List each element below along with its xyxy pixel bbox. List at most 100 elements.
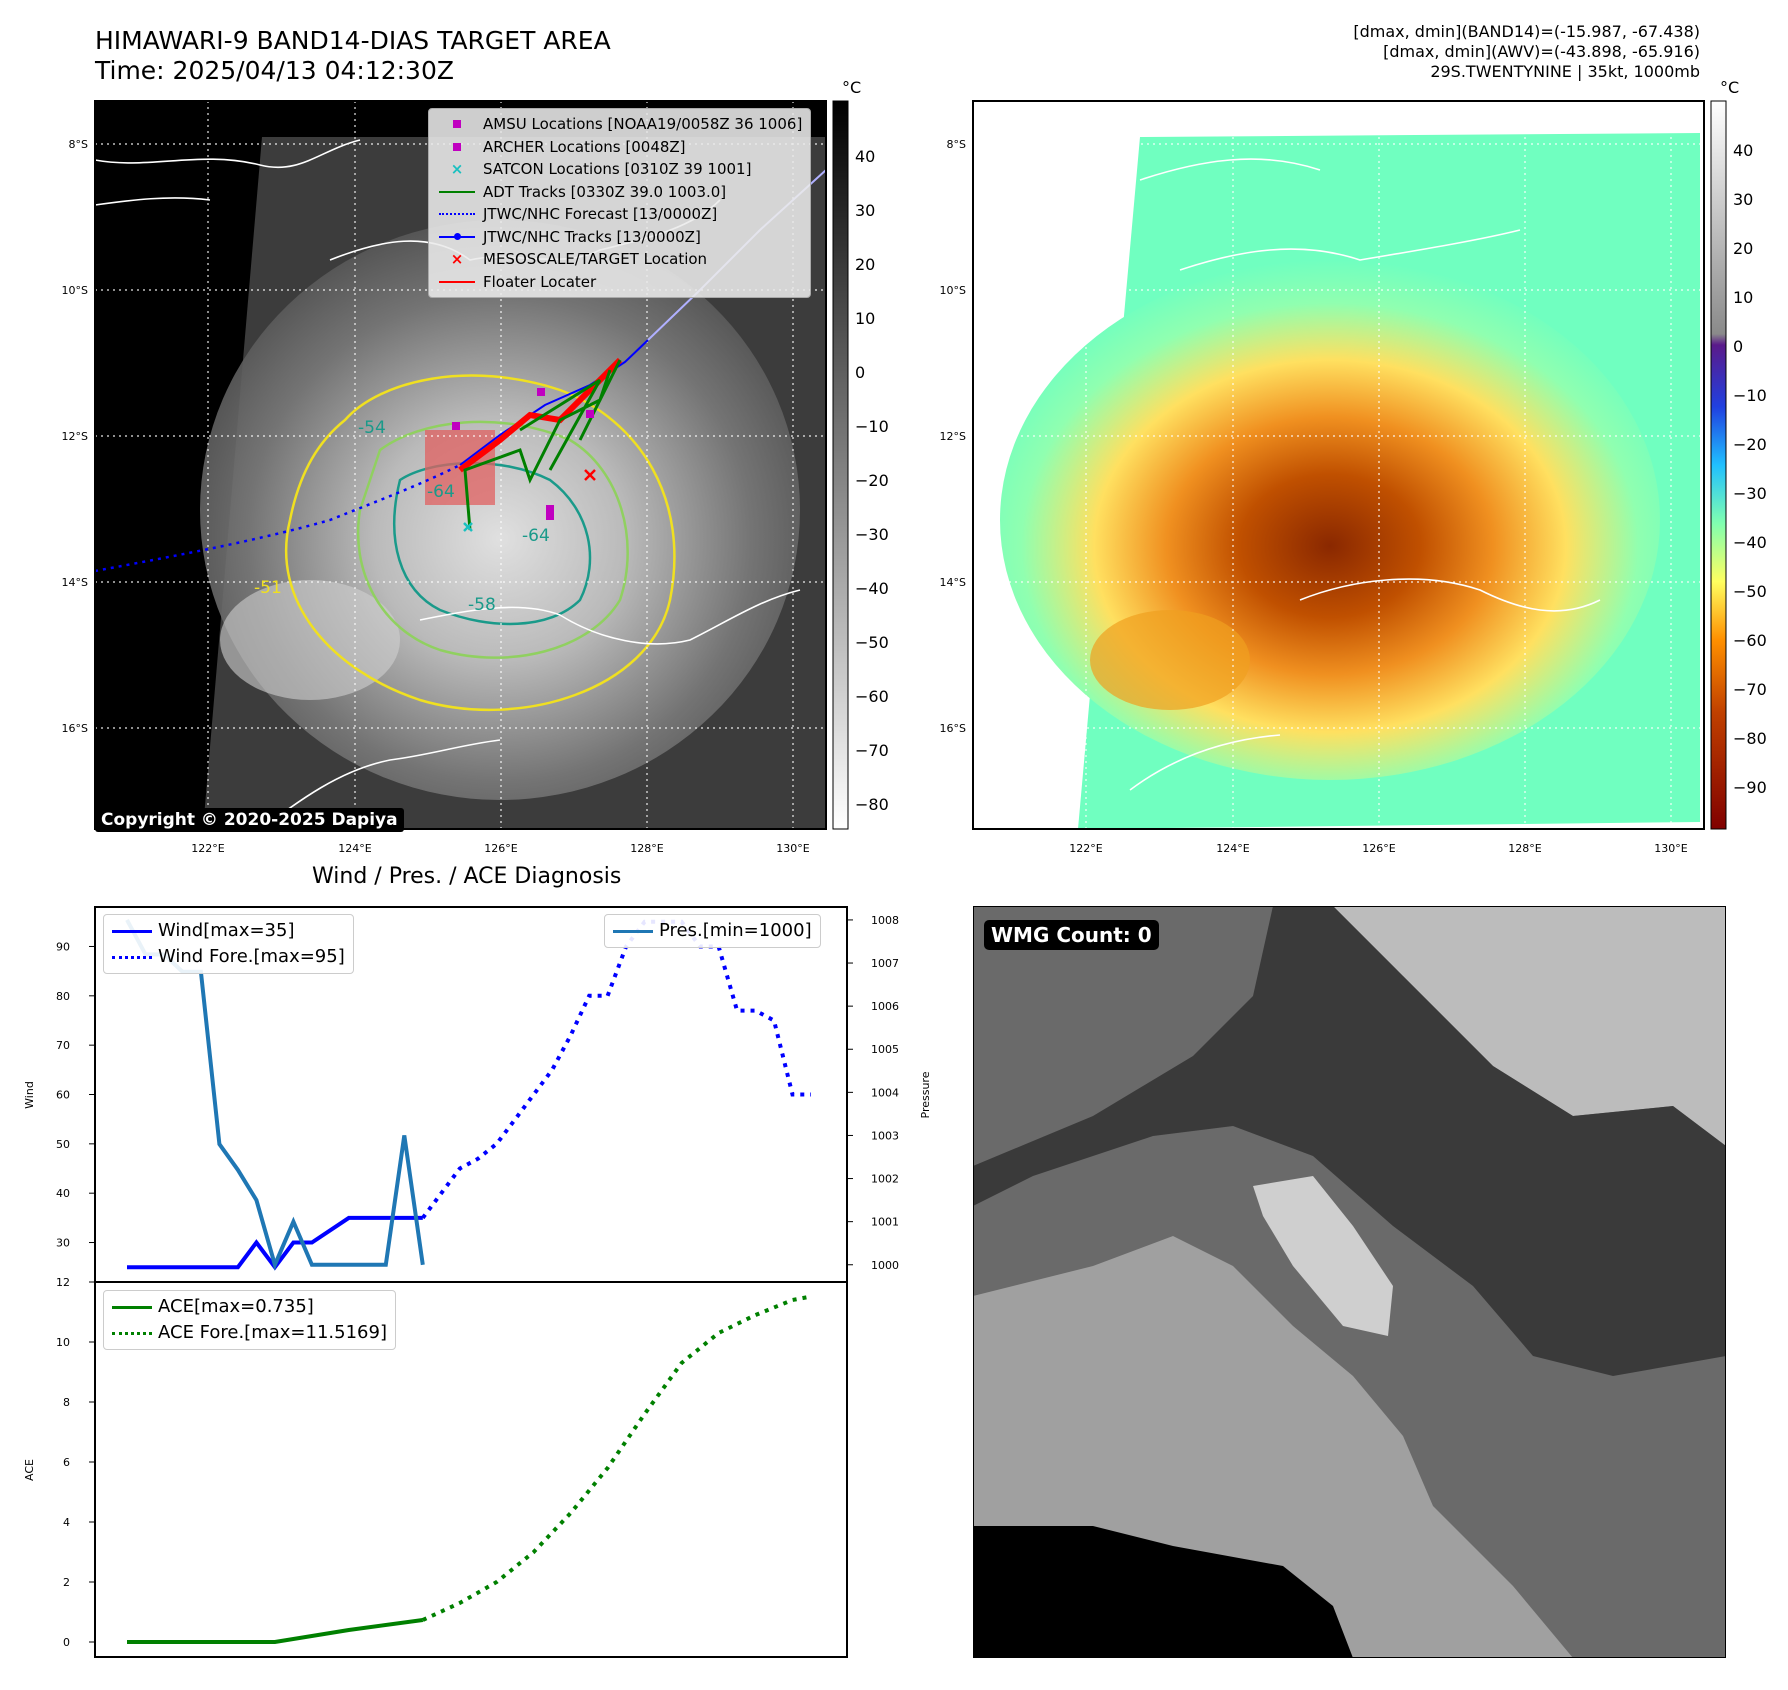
jtwc-track bbox=[459, 339, 649, 466]
dotted-line-icon bbox=[437, 213, 477, 216]
pressure-tick-label: 1002 bbox=[871, 1173, 899, 1186]
ace-legend: ACE[max=0.735] ACE Fore.[max=11.5169] bbox=[103, 1290, 396, 1350]
lon-label: 122°E bbox=[1069, 842, 1102, 855]
square-icon bbox=[437, 120, 477, 129]
wmg-region-black bbox=[973, 1526, 1353, 1658]
cbar-tick: −60 bbox=[855, 687, 889, 706]
lat-label: 10°S bbox=[62, 284, 88, 297]
awv-moisture bbox=[1000, 260, 1660, 780]
wind-tick-label: 80 bbox=[56, 990, 70, 1003]
legend-label: Floater Locater bbox=[483, 272, 597, 291]
square-icon bbox=[437, 142, 477, 151]
map-legend: AMSU Locations [NOAA19/0058Z 36 1006] AR… bbox=[428, 108, 812, 298]
right-coastlines bbox=[1129, 158, 1601, 791]
cbar-tick: −70 bbox=[1733, 680, 1767, 699]
legend-item: ARCHER Locations [0048Z] bbox=[437, 136, 802, 159]
cloud-band bbox=[220, 580, 400, 700]
cbar-tick: 10 bbox=[855, 309, 875, 328]
cbar-tick: 0 bbox=[1733, 337, 1743, 356]
contour-label: -51 bbox=[254, 578, 282, 598]
cbar-tick: −80 bbox=[855, 795, 889, 814]
wind-tick-label: 50 bbox=[56, 1138, 70, 1151]
wind-tick-label: 70 bbox=[56, 1039, 70, 1052]
cbar-tick: −20 bbox=[855, 471, 889, 490]
right-gridlines bbox=[973, 101, 1704, 829]
legend-item: Wind Fore.[max=95] bbox=[112, 944, 345, 970]
ace-tick-label: 4 bbox=[63, 1516, 70, 1529]
pressure-tick-label: 1005 bbox=[871, 1043, 899, 1056]
cbar-tick: −60 bbox=[1733, 631, 1767, 650]
pressure-yticks: 1000 1001 1002 1003 1004 1005 1006 1007 1008 bbox=[847, 914, 899, 1272]
line-icon bbox=[613, 929, 653, 933]
wind-series-line bbox=[127, 1215, 423, 1271]
legend-label: AMSU Locations [NOAA19/0058Z 36 1006] bbox=[483, 115, 803, 133]
left-lon-labels: 122°E 124°E 126°E 128°E 130°E bbox=[191, 842, 809, 855]
line-icon bbox=[112, 1305, 152, 1309]
right-title-line2: [dmax, dmin](AWV)=(-43.898, -65.916) bbox=[1383, 42, 1700, 61]
ace-forecast-series-line bbox=[421, 1294, 812, 1622]
lat-label: 10°S bbox=[940, 284, 966, 297]
legend-label: ADT Tracks [0330Z 39.0 1003.0] bbox=[483, 182, 727, 201]
coastline-north bbox=[94, 139, 361, 169]
ace-chart-frame bbox=[94, 1281, 848, 1658]
x-marker-icon: × bbox=[450, 160, 464, 178]
left-colorbar-ticks: 40 30 20 10 0 −10 −20 −30 −40 −50 −60 −7… bbox=[855, 147, 889, 814]
ace-axis-label: ACE bbox=[23, 1459, 36, 1481]
wmg-count-badge: WMG Count: 0 bbox=[984, 920, 1159, 950]
lon-label: 124°E bbox=[1216, 842, 1249, 855]
ace-tick-label: 0 bbox=[63, 1636, 70, 1649]
legend-label: JTWC/NHC Tracks [13/0000Z] bbox=[483, 227, 701, 246]
cbar-tick: 0 bbox=[855, 363, 865, 382]
cbar-tick: −30 bbox=[855, 525, 889, 544]
wind-tick-label: 60 bbox=[56, 1089, 70, 1102]
lon-label: 122°E bbox=[191, 842, 224, 855]
lon-label: 130°E bbox=[1654, 842, 1687, 855]
ace-tick-label: 6 bbox=[63, 1456, 70, 1469]
coastline-timor bbox=[94, 197, 211, 206]
wind-tick-label: 90 bbox=[56, 940, 70, 953]
cbar-tick: −10 bbox=[1733, 386, 1767, 405]
cbar-tick: −20 bbox=[1733, 435, 1767, 454]
lon-label: 126°E bbox=[484, 842, 517, 855]
lat-label: 12°S bbox=[62, 430, 88, 443]
ace-tick-label: 12 bbox=[56, 1276, 70, 1289]
lat-label: 16°S bbox=[940, 722, 966, 735]
cbar-tick: 40 bbox=[855, 147, 875, 166]
floater-track bbox=[458, 357, 623, 473]
legend-label: Pres.[min=1000] bbox=[659, 920, 812, 941]
contour-yellow bbox=[284, 374, 676, 712]
contour-label: -58 bbox=[468, 595, 496, 615]
ace-tick-label: 8 bbox=[63, 1396, 70, 1409]
pressure-tick-label: 1004 bbox=[871, 1086, 899, 1099]
legend-item: ACE[max=0.735] bbox=[112, 1294, 387, 1320]
legend-label: JTWC/NHC Forecast [13/0000Z] bbox=[483, 205, 718, 223]
ace-tick-label: 2 bbox=[63, 1576, 70, 1589]
lon-label: 128°E bbox=[1508, 842, 1541, 855]
ace-series-line bbox=[127, 1618, 424, 1644]
awv-blob bbox=[1090, 610, 1250, 710]
lat-label: 16°S bbox=[62, 722, 88, 735]
pressure-tick-label: 1000 bbox=[871, 1259, 899, 1272]
satcon-marker bbox=[463, 522, 473, 532]
wind-yticks: 30 40 50 60 70 80 90 bbox=[56, 940, 95, 1250]
cbar-tick: 30 bbox=[855, 201, 875, 220]
cbar-tick: 10 bbox=[1733, 288, 1753, 307]
cbar-tick: −80 bbox=[1733, 729, 1767, 748]
lon-label: 124°E bbox=[338, 842, 371, 855]
cbar-tick: −70 bbox=[855, 741, 889, 760]
pressure-tick-label: 1007 bbox=[871, 957, 899, 970]
cbar-tick: −50 bbox=[1733, 582, 1767, 601]
cbar-tick: 20 bbox=[855, 255, 875, 274]
mesoscale-marker bbox=[584, 469, 596, 481]
contour-label: -64 bbox=[522, 526, 550, 546]
lon-label: 130°E bbox=[776, 842, 809, 855]
legend-item: ACE Fore.[max=11.5169] bbox=[112, 1320, 387, 1346]
right-lon-labels: 122°E 124°E 126°E 128°E 130°E bbox=[1069, 842, 1687, 855]
lat-label: 8°S bbox=[69, 138, 88, 151]
legend-item: Floater Locater bbox=[437, 271, 802, 294]
wind-tick-label: 40 bbox=[56, 1187, 70, 1200]
line-icon bbox=[437, 190, 477, 193]
lat-label: 14°S bbox=[62, 576, 88, 589]
legend-label: Wind Fore.[max=95] bbox=[158, 946, 345, 967]
right-title-line3: 29S.TWENTYNINE | 35kt, 1000mb bbox=[1430, 62, 1700, 81]
